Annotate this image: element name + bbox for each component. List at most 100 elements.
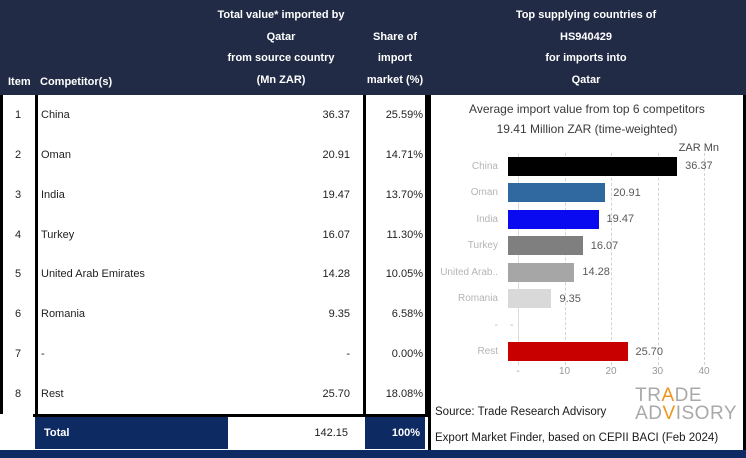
total-value: 142.15	[228, 417, 365, 449]
row-competitor: China	[41, 108, 70, 121]
row-competitor: India	[41, 188, 65, 201]
chart-category-label: -	[494, 319, 498, 331]
logo-text: DE	[674, 385, 703, 406]
chart-bar	[508, 156, 678, 176]
value-column-header: Total value* imported by Qatar from sour…	[196, 5, 366, 91]
row-item-number: 6	[14, 308, 22, 321]
row-competitor: Turkey	[41, 228, 75, 241]
chart-category-label: Oman	[470, 187, 498, 199]
chart-gridline	[657, 153, 659, 365]
table-row: 2 Oman 20.91 14.71%	[0, 135, 428, 175]
row-share: 25.59%	[385, 108, 423, 121]
row-item-number: 7	[14, 348, 22, 361]
row-competitor: Romania	[41, 308, 86, 321]
chart-subtitle: 19.41 Million ZAR (time-weighted)	[496, 122, 678, 136]
table-border-item	[35, 95, 38, 414]
chart-bar	[508, 262, 575, 282]
total-row: Total 142.15 100%	[0, 417, 428, 449]
chart-bar-value: 16.07	[590, 239, 619, 252]
table-border-left	[0, 95, 3, 414]
share-column-header: Share of import market (%)	[364, 27, 426, 92]
chart-row: India 19.47	[431, 206, 743, 233]
chart-x-tick: 10	[558, 366, 571, 377]
row-share: 11.30%	[386, 228, 424, 241]
chart-bar	[508, 209, 599, 229]
table-row: 5 United Arab Emirates 14.28 10.05%	[0, 255, 428, 295]
chart-title: Average import value from top 6 competit…	[469, 102, 705, 116]
value-header-line: Qatar	[266, 30, 296, 43]
row-value: 20.91	[322, 148, 350, 161]
row-competitor: -	[41, 348, 45, 361]
value-header-line: Total value* imported by	[217, 9, 345, 21]
chart-row: Oman 20.91	[431, 180, 743, 207]
row-share: 13.70%	[385, 188, 423, 201]
chart-unit-label: ZAR Mn	[678, 142, 719, 154]
row-competitor: Rest	[41, 388, 64, 401]
chart-gridline	[611, 153, 612, 365]
chart-panel-header: Top supplying countries of HS940429 for …	[430, 5, 742, 91]
bottom-navy-bar	[0, 450, 746, 458]
row-item-number: 8	[14, 388, 22, 401]
chart-category-label: India	[476, 213, 498, 225]
chart-row: --	[431, 312, 743, 339]
logo-accent-a: A	[661, 385, 675, 406]
total-row-top-border	[33, 414, 428, 417]
panel-header-line: Qatar	[571, 73, 601, 86]
panel-header-line: Top supplying countries of	[515, 9, 657, 21]
table-header: Item Competitor(s) Total value* imported…	[0, 0, 746, 95]
chart-bar-value: 36.37	[685, 160, 713, 173]
row-share: 14.71%	[385, 148, 423, 161]
trade-advisory-logo: TRADE ADVISORY	[635, 385, 737, 424]
chart-x-tick: 40	[698, 366, 710, 377]
chart-row: Rest 25.70	[431, 339, 743, 366]
table-border-value	[363, 95, 366, 414]
table-border-right	[425, 95, 428, 414]
row-share: 6.58%	[391, 308, 423, 321]
chart-gridline	[564, 153, 566, 365]
value-header-line: from source country	[227, 52, 335, 64]
share-header-line: market (%)	[366, 73, 424, 86]
logo-text: TR	[635, 385, 662, 406]
row-value: 9.35	[328, 308, 350, 321]
row-value: 19.47	[322, 188, 350, 201]
chart-bar	[508, 183, 606, 203]
logo-line-trade: TRADE	[635, 385, 737, 406]
competitor-column-header: Competitor(s)	[40, 76, 113, 88]
chart-gridline	[704, 153, 705, 365]
chart-category-label: Romania	[457, 293, 498, 305]
row-value: 36.37	[322, 108, 350, 121]
chart-category-label: China	[471, 160, 498, 172]
source-line-1: Source: Trade Research Advisory	[435, 406, 607, 418]
row-share: 18.08%	[385, 388, 423, 401]
table-row: 7 - - 0.00%	[0, 334, 428, 374]
table-row: 8 Rest 25.70 18.08%	[0, 374, 428, 414]
chart-bar-value: -	[510, 319, 514, 331]
chart-category-label: Rest	[477, 346, 498, 358]
chart-x-tick: -	[516, 366, 520, 377]
row-competitor: Oman	[41, 148, 71, 161]
chart-row: Turkey 16.07	[431, 233, 743, 260]
chart-category-label: United Arab..	[440, 266, 498, 278]
row-competitor: United Arab Emirates	[41, 268, 145, 281]
chart-bar	[508, 342, 628, 362]
table-row: 1 China 36.37 25.59%	[0, 95, 428, 135]
item-column-header: Item	[8, 76, 31, 88]
chart-category-label: Turkey	[467, 240, 498, 252]
chart-x-tick: 20	[605, 366, 617, 377]
row-value: 25.70	[322, 388, 350, 401]
chart-bar	[508, 236, 583, 256]
chart-bar	[508, 289, 552, 309]
row-item-number: 2	[14, 148, 22, 161]
chart-bar-value: 20.91	[613, 186, 641, 199]
chart-bar-value: 9.35	[559, 292, 581, 305]
logo-accent-v: V	[662, 403, 676, 424]
share-header-line: import	[377, 52, 413, 64]
table-body: 1 China 36.37 25.59% 2 Oman 20.91 14.71% 3 India 1…	[0, 95, 428, 414]
chart-x-tick: 30	[651, 366, 664, 377]
chart-panel: Average import value from top 6 competit…	[428, 95, 746, 450]
total-share: 100%	[365, 417, 425, 449]
logo-text: ISORY	[675, 403, 737, 424]
chart-row: China 36.37	[431, 153, 743, 180]
chart-x-axis: - 10 20 30 40	[431, 366, 743, 380]
